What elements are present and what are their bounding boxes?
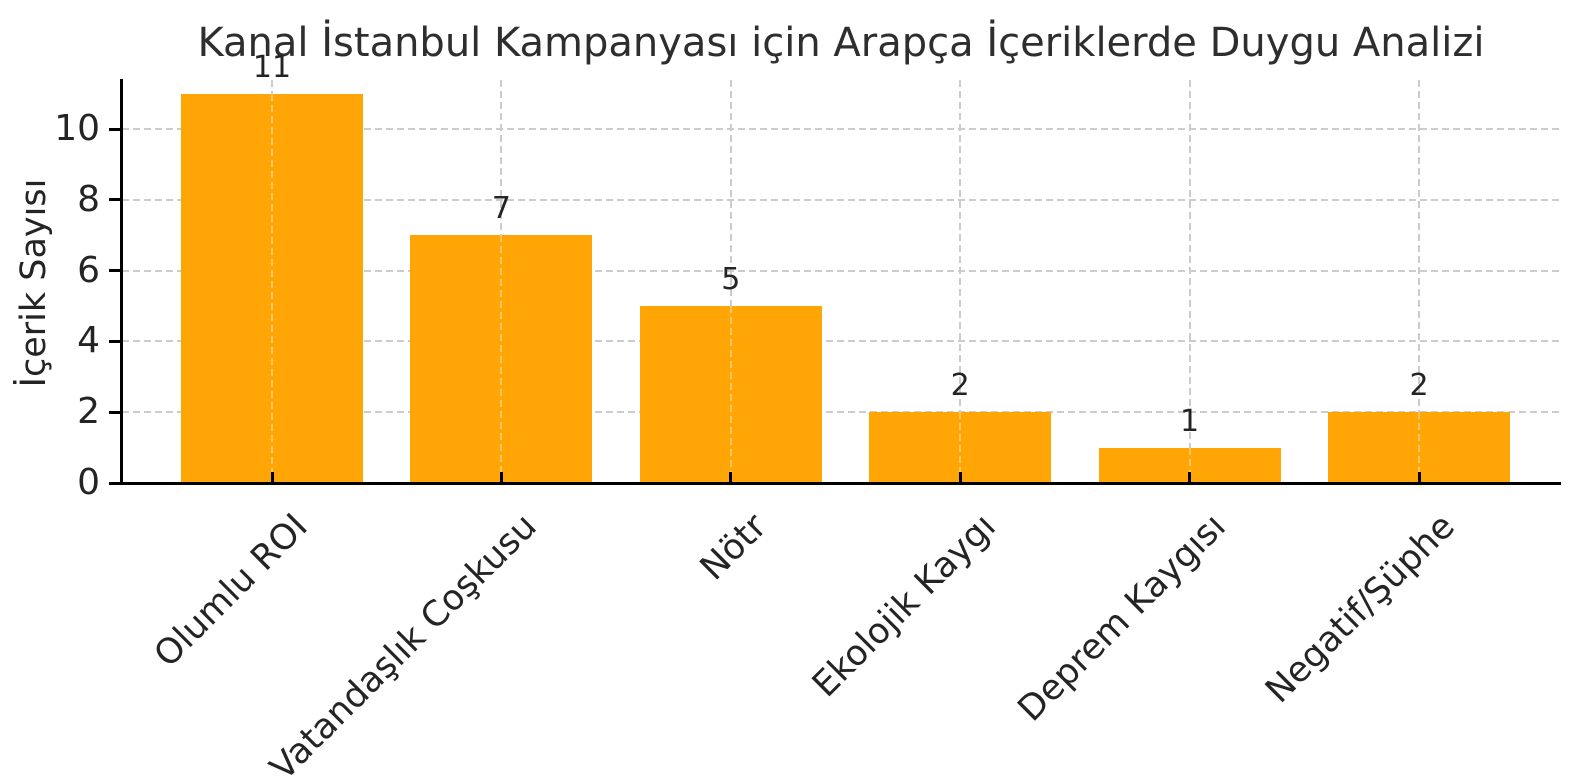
- gridline-horizontal: [122, 128, 1560, 130]
- bar-gridline-overlay: [1188, 447, 1191, 483]
- bar-value-label: 2: [950, 368, 970, 404]
- y-tick-mark: [109, 339, 122, 343]
- bar: [410, 235, 593, 483]
- y-tick-mark: [109, 127, 122, 131]
- x-tick-mark: [958, 472, 962, 483]
- bar: [639, 306, 822, 483]
- y-tick-label: 0: [77, 462, 100, 503]
- y-tick-mark: [109, 269, 122, 273]
- x-tick-mark: [270, 472, 274, 483]
- y-tick-mark: [109, 481, 122, 485]
- bar-value-label: 5: [721, 262, 741, 297]
- bar: [869, 412, 1052, 483]
- gridline-vertical: [1418, 80, 1420, 483]
- x-tick-mark: [1417, 472, 1421, 483]
- y-tick-label: 10: [54, 108, 100, 149]
- gridline-horizontal: [122, 340, 1560, 343]
- bar: [1328, 412, 1510, 483]
- bar-value-label: 1: [1180, 403, 1200, 439]
- chart-title: Kanal İstanbul Kampanyası için Arapça İç…: [197, 20, 1485, 66]
- gridline-horizontal: [122, 411, 1560, 414]
- x-tick-mark: [729, 472, 733, 483]
- bar-gridline-overlay: [729, 306, 732, 483]
- y-tick-label: 6: [77, 249, 100, 291]
- y-tick-label: 4: [77, 320, 100, 362]
- gridline-horizontal: [122, 198, 1560, 201]
- bar-gridline-overlay: [271, 93, 273, 483]
- bar-value-label: 7: [491, 191, 511, 227]
- bar: [181, 93, 363, 483]
- y-tick-label: 8: [77, 178, 100, 220]
- y-tick-mark: [109, 198, 122, 202]
- y-tick-mark: [109, 410, 122, 414]
- bar-gridline-overlay: [959, 412, 962, 483]
- x-tick-mark: [499, 472, 503, 483]
- gridline-vertical: [729, 80, 732, 483]
- x-tick-label: Olumlu ROI: [146, 506, 316, 676]
- y-tick-label: 2: [77, 391, 100, 433]
- x-axis-spine: [120, 482, 1561, 485]
- bar-value-label: 2: [1409, 368, 1429, 404]
- bar-gridline-overlay: [1418, 412, 1420, 483]
- bar-value-label: 11: [252, 49, 292, 85]
- gridline-vertical: [959, 80, 962, 483]
- gridline-horizontal: [122, 269, 1560, 272]
- x-tick-mark: [1188, 472, 1192, 483]
- bar-gridline-overlay: [500, 235, 503, 483]
- gridline-vertical: [1188, 80, 1191, 483]
- y-axis-spine: [120, 79, 123, 485]
